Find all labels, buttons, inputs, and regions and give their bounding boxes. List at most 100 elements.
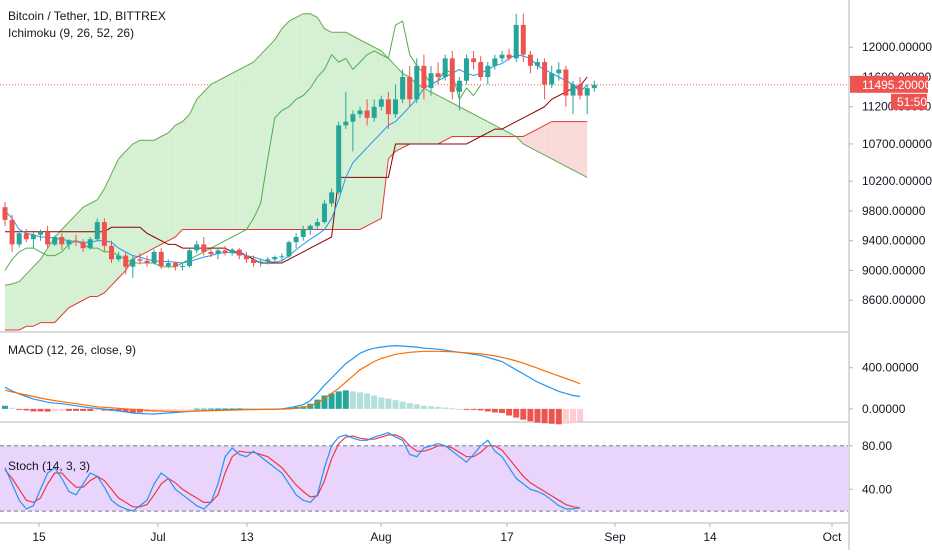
- cloud-segment: [154, 136, 162, 249]
- price-tick-label: 10200.00000: [862, 174, 932, 188]
- cloud-segment: [565, 121, 573, 170]
- cloud-segment: [189, 99, 197, 230]
- candle-body: [471, 58, 477, 63]
- cloud-segment: [132, 140, 140, 260]
- candle-body: [577, 84, 583, 96]
- cloud-segment: [5, 283, 13, 330]
- cloud-segment: [310, 13, 318, 230]
- cloud-segment: [246, 62, 254, 230]
- cloud-segment: [367, 43, 375, 226]
- macd-histogram-bar: [413, 404, 420, 409]
- price-tick-label: 8600.00000: [862, 293, 926, 307]
- cloud-segment: [19, 274, 27, 330]
- candle-body: [293, 236, 299, 243]
- cloud-segment: [260, 47, 268, 230]
- macd-histogram-bar: [570, 408, 576, 424]
- macd-histogram-bar: [94, 408, 101, 411]
- cloud-segment: [40, 248, 48, 323]
- macd-histogram-bar: [9, 407, 16, 409]
- cloud-segment: [139, 140, 147, 256]
- macd-histogram-bar: [328, 393, 335, 409]
- candle-body: [258, 261, 264, 264]
- countdown-value: 51:50: [897, 95, 927, 109]
- macd-histogram-bar: [335, 391, 342, 409]
- stoch-legend[interactable]: Stoch (14, 3, 3): [8, 459, 91, 473]
- macd-histogram-bar: [44, 408, 51, 412]
- stoch-tick-label: 80.00: [862, 439, 892, 453]
- time-tick-label: Oct: [823, 530, 842, 544]
- macd-histogram-bar: [349, 391, 356, 409]
- candle-body: [400, 76, 406, 100]
- price-tick-label: 12000.00000: [862, 40, 932, 54]
- candle-body: [187, 250, 193, 266]
- candle-body: [492, 58, 498, 66]
- cloud-segment: [423, 88, 431, 144]
- cloud-segment: [111, 158, 119, 286]
- ichimoku-legend[interactable]: Ichimoku (9, 26, 52, 26): [8, 26, 135, 40]
- macd-histogram-bar: [541, 408, 548, 424]
- chart-title: Bitcoin / Tether, 1D, BITTREX: [8, 9, 166, 23]
- candle-body: [130, 259, 136, 267]
- cloud-segment: [12, 281, 20, 330]
- candle-body: [251, 259, 256, 264]
- candle-body: [456, 80, 462, 92]
- candle-body: [101, 222, 107, 246]
- cloud-segment: [68, 214, 76, 308]
- candle-body: [549, 73, 555, 85]
- cloud-segment: [352, 36, 360, 230]
- cloud-segment: [473, 114, 481, 137]
- cloud-segment: [544, 121, 552, 159]
- macd-histogram-bar: [80, 408, 87, 411]
- candle-body: [371, 106, 377, 118]
- stoch-k-line: [4, 432, 581, 512]
- cloud-segment: [83, 203, 91, 301]
- macd-histogram-bar: [165, 408, 172, 411]
- time-tick-label: Jul: [150, 530, 165, 544]
- candle-body: [201, 244, 207, 252]
- macd-histogram-bar: [534, 408, 541, 423]
- candle-body: [485, 65, 491, 77]
- cloud-segment: [580, 121, 588, 178]
- cloud-segment: [558, 121, 566, 167]
- macd-histogram-bar: [207, 408, 214, 410]
- cloud-segment: [61, 222, 69, 316]
- time-tick-label: 14: [703, 530, 717, 544]
- cloud-segment: [26, 266, 34, 327]
- cloud-segment: [480, 117, 488, 137]
- macd-histogram-bar: [428, 406, 434, 409]
- price-badge-value: 11495.20000: [862, 78, 932, 92]
- candle-body: [165, 263, 171, 266]
- cloud-segment: [104, 173, 112, 293]
- candle-body: [109, 245, 114, 260]
- cloud-segment: [303, 13, 311, 230]
- candle-body: [215, 250, 221, 255]
- cloud-segment: [225, 73, 233, 230]
- candle-body: [52, 236, 58, 245]
- macd-histogram-bar: [399, 401, 406, 409]
- candle-body: [421, 65, 427, 89]
- candle-body: [307, 225, 313, 230]
- cloud-segment: [76, 207, 84, 304]
- price-tick-label: 10700.00000: [862, 137, 932, 151]
- macd-histogram-bar: [406, 403, 413, 409]
- candle-body: [435, 73, 441, 77]
- candle-body: [449, 58, 455, 92]
- cloud-segment: [438, 95, 446, 144]
- cloud-segment: [452, 103, 460, 137]
- macd-legend[interactable]: MACD (12, 26, close, 9): [8, 343, 137, 357]
- macd-histogram-bar: [548, 408, 555, 424]
- macd-histogram-bar: [65, 408, 72, 411]
- candle-body: [59, 236, 65, 245]
- candle-body: [563, 69, 569, 96]
- candle-body: [73, 240, 79, 243]
- candle-body: [286, 242, 292, 257]
- macd-histogram-bar: [51, 408, 58, 412]
- macd-histogram-bar: [435, 406, 442, 409]
- macd-histogram-bar: [520, 408, 527, 420]
- candle-body: [322, 203, 327, 223]
- candle-body: [393, 99, 398, 115]
- countdown-badge: [891, 93, 927, 110]
- cloud-segment: [161, 132, 169, 245]
- cloud-segment: [381, 50, 389, 219]
- stoch-tick-label: 40.00: [862, 482, 892, 496]
